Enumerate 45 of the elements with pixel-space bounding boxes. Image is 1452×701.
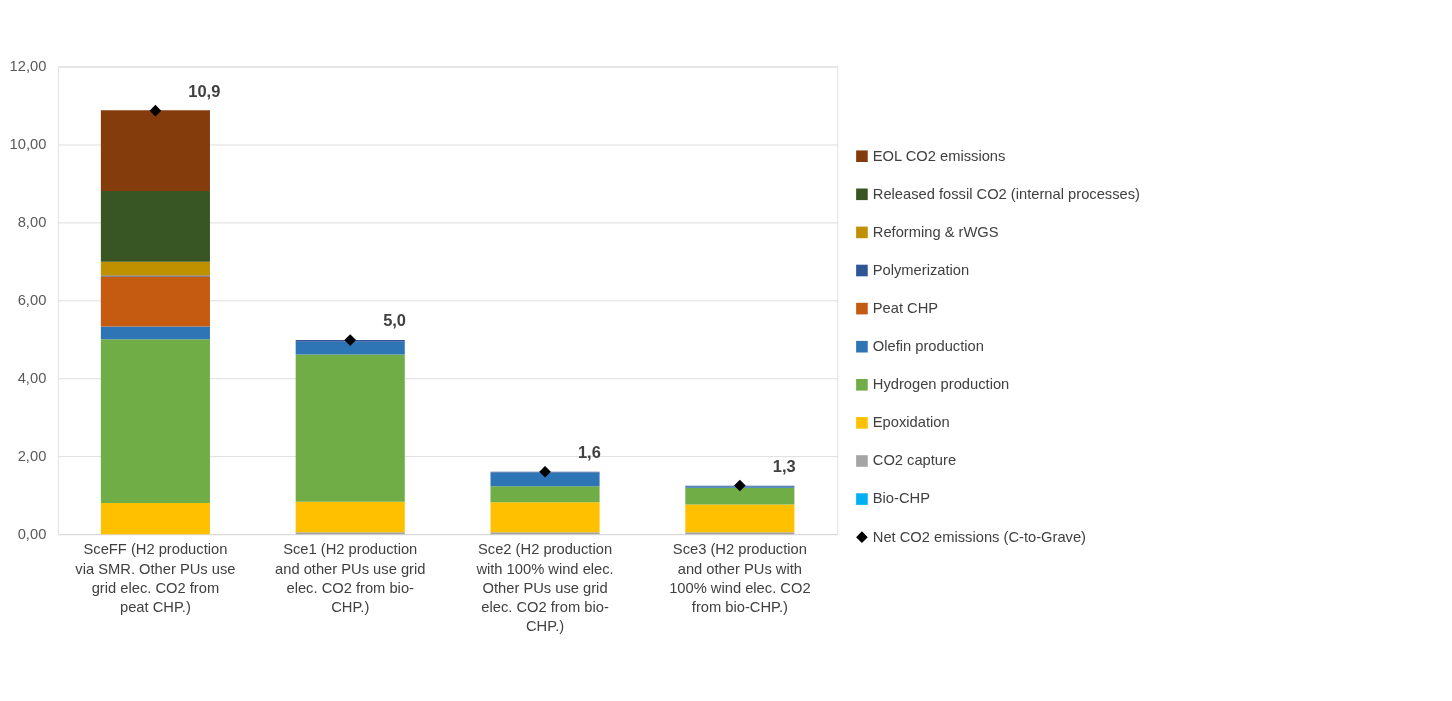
y-tick-label: 12,00 bbox=[9, 58, 47, 75]
legend-label: CO2 capture bbox=[872, 452, 957, 469]
y-tick-label: 8,00 bbox=[17, 214, 47, 231]
data-label: 5,0 bbox=[383, 311, 406, 330]
point bbox=[734, 479, 746, 492]
legend-label: Polymerization bbox=[872, 261, 970, 278]
legend-label: Olefin production bbox=[872, 338, 984, 355]
legend-label: EOL CO2 emissions bbox=[872, 147, 1006, 164]
y-tick-label: 4,00 bbox=[17, 370, 47, 387]
y-tick-label: 2,00 bbox=[17, 447, 47, 464]
legend-label: Net CO2 emissions (C-to-Grave) bbox=[872, 528, 1087, 545]
bar bbox=[100, 110, 210, 191]
legend-label: Peat CHP bbox=[872, 299, 939, 316]
data-label: 1,3 bbox=[772, 456, 796, 475]
point bbox=[344, 334, 357, 346]
legend-label: Reforming & rWGS bbox=[872, 223, 999, 240]
bar bbox=[295, 354, 405, 502]
bar bbox=[100, 190, 210, 262]
bar bbox=[490, 486, 600, 503]
legend-label: Epoxidation bbox=[872, 414, 950, 431]
point bbox=[539, 466, 551, 478]
bar bbox=[685, 504, 795, 533]
bar bbox=[295, 341, 405, 355]
legend-label: Released fossil CO2 (internal processes) bbox=[872, 185, 1140, 202]
y-tick-label: 10,00 bbox=[9, 136, 47, 153]
bar bbox=[490, 472, 600, 487]
y-tick-label: 6,00 bbox=[17, 292, 47, 309]
bar bbox=[100, 261, 210, 276]
y-tick-label: 0,00 bbox=[17, 525, 47, 542]
bar bbox=[100, 276, 210, 327]
legend-label: Bio-CHP bbox=[872, 490, 931, 507]
bar bbox=[685, 487, 795, 505]
legend-label: Hydrogen production bbox=[872, 376, 1010, 393]
bar bbox=[100, 339, 210, 503]
bar bbox=[490, 502, 600, 533]
x-tick-label: SceFF (H2 production via SMR. Other PUs use grid elec. CO2 from peat CHP.) bbox=[75, 541, 236, 615]
bar bbox=[295, 501, 405, 533]
x-tick-label: Sce2 (H2 production with 100% wind elec. Other PUs use grid elec. CO2 from bio-CHP.) bbox=[475, 541, 614, 634]
bar bbox=[100, 326, 210, 340]
data-label: 10,9 bbox=[188, 81, 221, 100]
x-tick-label: Sce1 (H2 production and other PUs use grid elec. CO2 from bio-CHP.) bbox=[275, 541, 426, 615]
point bbox=[149, 104, 162, 117]
bar bbox=[100, 502, 210, 535]
x-tick-label: Sce3 (H2 production and other PUs with 100% wind elec. CO2 from bio-CHP.) bbox=[669, 541, 811, 615]
data-label: 1,6 bbox=[577, 442, 601, 461]
